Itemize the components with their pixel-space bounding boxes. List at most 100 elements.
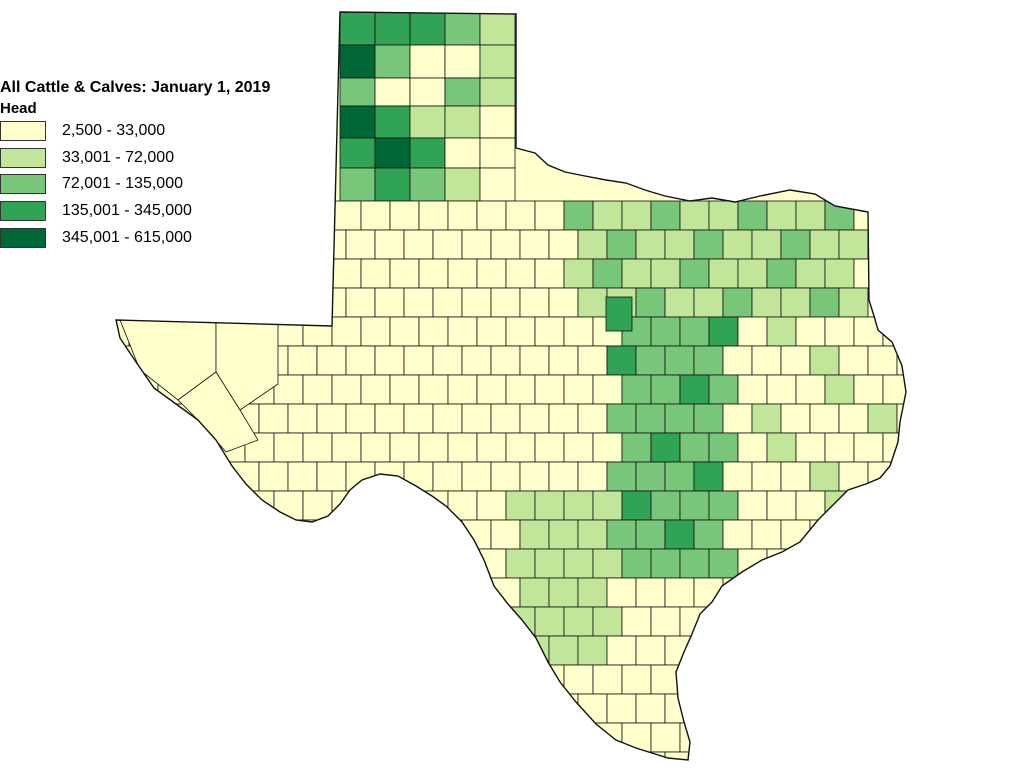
county <box>490 519 521 550</box>
county <box>200 519 231 550</box>
county <box>461 635 492 666</box>
county <box>447 316 478 347</box>
county <box>809 403 840 434</box>
county <box>882 548 906 579</box>
county <box>128 664 159 695</box>
county <box>447 200 478 231</box>
county <box>432 519 463 550</box>
county <box>116 258 130 289</box>
county <box>693 751 724 760</box>
county <box>780 461 811 492</box>
county <box>635 403 666 434</box>
county <box>548 229 579 260</box>
county <box>766 664 797 695</box>
county <box>548 287 579 318</box>
county <box>896 461 906 492</box>
legend-swatch <box>0 147 46 168</box>
county <box>461 229 492 260</box>
county <box>606 403 637 434</box>
county <box>360 664 391 695</box>
county <box>563 606 594 637</box>
county <box>577 229 608 260</box>
county <box>896 287 906 318</box>
county <box>316 229 347 260</box>
county <box>287 403 318 434</box>
county <box>563 258 594 289</box>
county <box>142 519 173 550</box>
county <box>476 200 507 231</box>
county <box>534 258 565 289</box>
county <box>490 229 521 260</box>
county <box>505 432 536 463</box>
county <box>766 722 797 753</box>
county <box>519 403 550 434</box>
county <box>650 258 681 289</box>
county <box>432 345 463 376</box>
county <box>432 229 463 260</box>
county <box>461 693 492 724</box>
county <box>505 200 536 231</box>
county <box>519 519 550 550</box>
county <box>577 345 608 376</box>
county <box>737 316 768 347</box>
county <box>374 519 405 550</box>
county <box>345 403 376 434</box>
county <box>621 374 652 405</box>
county <box>795 722 826 753</box>
county <box>737 490 768 521</box>
county <box>360 548 391 579</box>
county <box>374 287 405 318</box>
county <box>287 751 318 760</box>
county <box>737 606 768 637</box>
legend-label: 345,001 - 615,000 <box>62 228 192 246</box>
county <box>592 664 623 695</box>
county <box>476 722 507 753</box>
county <box>302 722 333 753</box>
county <box>621 258 652 289</box>
county <box>563 374 594 405</box>
county <box>853 722 884 753</box>
county <box>490 345 521 376</box>
county <box>215 606 246 637</box>
county <box>766 606 797 637</box>
county <box>824 374 855 405</box>
county <box>215 258 246 289</box>
county <box>534 722 565 753</box>
county <box>229 693 260 724</box>
legend-item: 72,001 - 135,000 <box>0 171 320 198</box>
county <box>882 432 906 463</box>
county <box>635 519 666 550</box>
county <box>360 200 391 231</box>
county <box>621 664 652 695</box>
county <box>708 490 739 521</box>
county <box>679 664 710 695</box>
county <box>389 548 420 579</box>
county <box>389 200 420 231</box>
county <box>563 722 594 753</box>
county <box>490 693 521 724</box>
county <box>287 635 318 666</box>
county <box>693 287 724 318</box>
county <box>374 77 411 107</box>
county <box>360 258 391 289</box>
county <box>505 374 536 405</box>
county <box>374 12 411 46</box>
county <box>258 693 289 724</box>
county <box>339 105 376 139</box>
county <box>896 229 906 260</box>
county <box>447 432 478 463</box>
county <box>403 635 434 666</box>
county <box>360 490 391 521</box>
county <box>157 664 188 695</box>
county <box>780 635 811 666</box>
county <box>287 461 318 492</box>
county <box>635 229 666 260</box>
county <box>824 200 855 231</box>
county <box>490 635 521 666</box>
county <box>479 167 516 202</box>
county <box>708 316 739 347</box>
county <box>374 229 405 260</box>
county <box>316 287 347 318</box>
legend-item: 135,001 - 345,000 <box>0 198 320 225</box>
county <box>896 577 906 608</box>
